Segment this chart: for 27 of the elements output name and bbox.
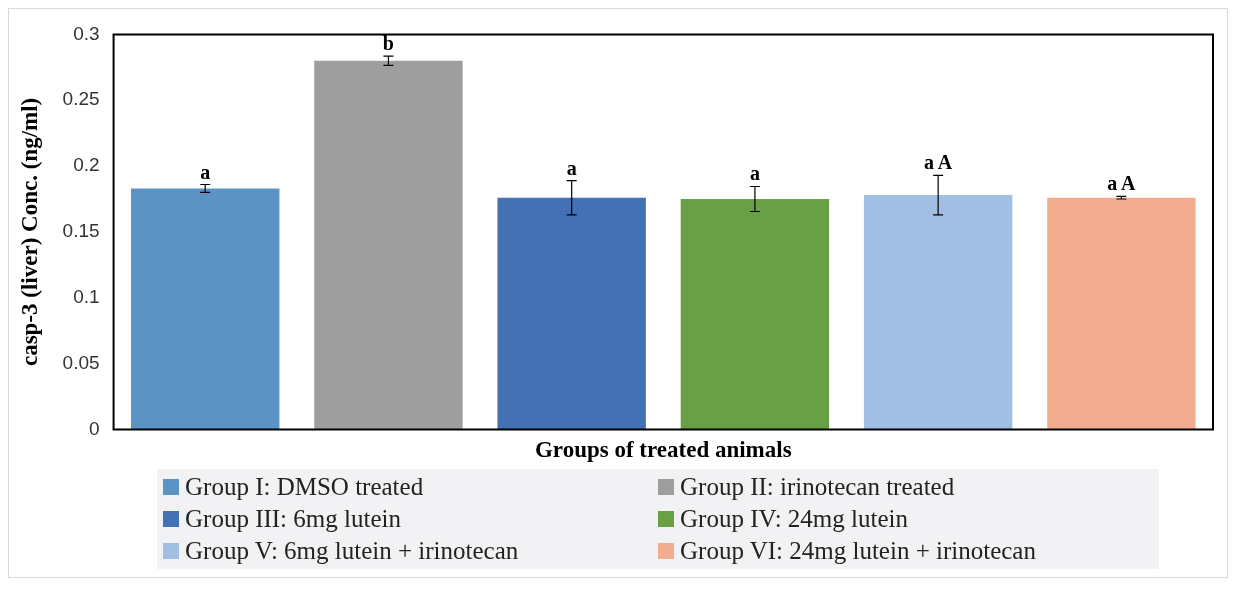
data-label: b <box>382 32 394 55</box>
bar <box>314 60 463 430</box>
data-label: a <box>200 160 211 183</box>
legend-label: Group V: 6mg lutein + irinotecan <box>185 537 519 565</box>
legend-label: Group II: irinotecan treated <box>680 473 955 501</box>
bar <box>863 195 1013 430</box>
bar <box>130 188 280 430</box>
y-tick-label: 0 <box>89 417 100 439</box>
data-label: a <box>749 162 760 185</box>
y-tick-label: 0.05 <box>62 351 100 373</box>
y-axis-title: casp-3 (liver) Conc. (ng/ml) <box>16 97 42 367</box>
data-label: a A <box>1107 172 1137 195</box>
bar <box>497 197 646 430</box>
legend-label: Group I: DMSO treated <box>185 473 424 501</box>
y-tick-label: 0.3 <box>73 22 100 44</box>
legend-label: Group VI: 24mg lutein + irinotecan <box>680 537 1036 565</box>
legend-label: Group IV: 24mg lutein <box>680 505 908 533</box>
bar <box>1047 197 1196 430</box>
y-tick-label: 0.2 <box>73 154 100 176</box>
data-label: a A <box>923 151 953 174</box>
bar <box>680 198 830 430</box>
y-tick-label: 0.25 <box>62 88 100 110</box>
x-axis-title: Groups of treated animals <box>534 437 792 463</box>
legend-label: Group III: 6mg lutein <box>185 505 401 533</box>
y-tick-label: 0.15 <box>62 220 100 242</box>
y-tick-label: 0.1 <box>73 285 100 307</box>
data-label: a <box>566 156 577 179</box>
